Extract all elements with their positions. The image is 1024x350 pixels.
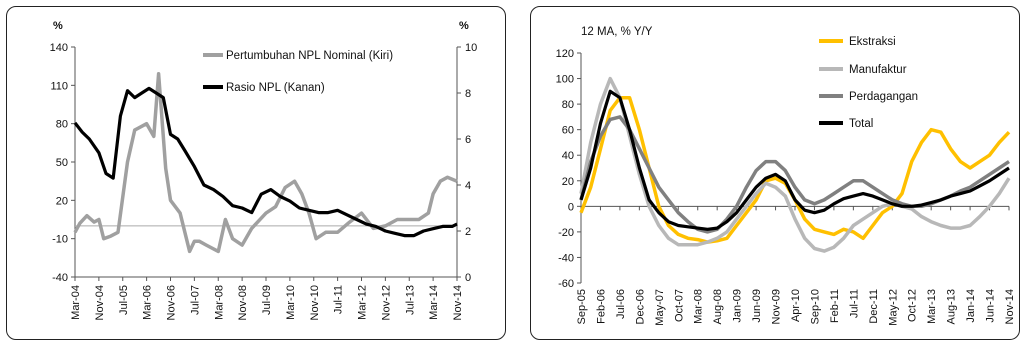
y-tick-label: 60 — [562, 125, 574, 137]
x-tick-label: Jan-09 — [732, 289, 744, 323]
y-tick-label: -20 — [558, 227, 574, 239]
x-tick-label: Jul-11 — [848, 289, 860, 318]
series-line — [73, 72, 458, 254]
x-tick-label: Jan-14 — [965, 289, 977, 323]
x-tick-label: Mar-14 — [428, 285, 440, 320]
x-tick-label: Mar-10 — [285, 285, 297, 320]
legend-label: Perdagangan — [849, 91, 918, 103]
chart-title: 12 MA, % Y/Y — [581, 26, 653, 38]
x-tick-label: May-07 — [654, 289, 666, 326]
y-tick-label: 100 — [556, 74, 574, 86]
x-tick-label: Jul-06 — [615, 289, 627, 319]
x-tick-label: Mar-13 — [926, 289, 938, 324]
right-y-tick-label: 4 — [465, 180, 471, 192]
x-tick-label: Nov-14 — [452, 285, 464, 320]
x-tick-label: Sep-10 — [809, 289, 821, 324]
series-line — [579, 89, 1010, 231]
y-tick-label: -40 — [558, 252, 574, 264]
left-y-tick-label: 140 — [50, 42, 68, 54]
x-tick-label: Nov-10 — [309, 285, 321, 320]
y-tick-label: 40 — [562, 150, 574, 162]
x-tick-label: Nov-06 — [166, 285, 178, 320]
x-tick-label: Dec-11 — [868, 289, 880, 324]
x-tick-label: Oct-07 — [673, 289, 685, 322]
x-tick-label: Oct-12 — [907, 289, 919, 322]
right-y-tick-label: 2 — [465, 226, 471, 238]
legend-label: Total — [849, 118, 873, 130]
left-y-tick-label: 20 — [56, 195, 68, 207]
y-tick-label: 0 — [568, 201, 574, 213]
left-axis-unit: % — [53, 20, 63, 32]
y-tick-label: 80 — [562, 99, 574, 111]
right-y-tick-label: 10 — [465, 42, 477, 54]
right-y-tick-label: 6 — [465, 134, 471, 146]
legend-label: Manufaktur — [849, 64, 907, 76]
x-tick-label: Nov-08 — [237, 285, 249, 320]
series-line — [579, 76, 1011, 253]
x-tick-label: Feb-06 — [595, 289, 607, 324]
x-tick-label: Feb-11 — [829, 289, 841, 323]
x-tick-label: Jul-07 — [189, 285, 201, 315]
x-tick-label: Aug-13 — [946, 289, 958, 324]
series-line — [73, 86, 458, 238]
sector-chart: 12 MA, % Y/Y120100806040200-20-40-60Sep-… — [556, 26, 1016, 326]
sector-chart-panel: 12 MA, % Y/Y 120 100 80 60 40 20 0 -20 -40 -60 Sep-… — [530, 6, 1020, 340]
npl-chart-panel: 140 110 80 50 20 -10 -40 10 8 6 4 2 0%% Mar-04 Nov-04 J… — [6, 6, 506, 340]
x-tick-label: Mar-12 — [357, 285, 369, 320]
x-tick-label: Mar-04 — [70, 285, 82, 320]
x-tick-label: Jul-05 — [118, 285, 130, 315]
left-y-tick-label: 80 — [56, 119, 68, 131]
left-y-tick-label: 110 — [50, 80, 68, 92]
x-tick-label: Jul-13 — [404, 285, 416, 315]
x-tick-label: Nov-12 — [380, 285, 392, 320]
x-tick-label: Jul-11 — [333, 285, 345, 314]
x-tick-label: Apr-10 — [790, 289, 802, 322]
y-tick-label: -60 — [558, 278, 574, 290]
left-y-tick-label: -40 — [52, 272, 68, 284]
x-tick-label: Nov-14 — [1004, 289, 1016, 324]
right-y-tick-label: 8 — [465, 88, 471, 100]
y-tick-label: 20 — [562, 176, 574, 188]
x-tick-label: Aug-08 — [712, 289, 724, 324]
right-axis-unit: % — [459, 20, 469, 32]
left-y-tick-label: 50 — [56, 157, 68, 169]
x-tick-label: Mar-08 — [693, 289, 705, 324]
legend-label: Pertumbuhan NPL Nominal (Kiri) — [226, 50, 393, 62]
x-tick-label: Mar-08 — [213, 285, 225, 320]
y-tick-label: 120 — [556, 48, 574, 60]
legend-label: Ekstraksi — [849, 36, 896, 48]
x-tick-label: Mar-06 — [142, 285, 154, 320]
x-tick-label: Dec-06 — [634, 289, 646, 324]
x-tick-label: Jun-09 — [751, 289, 763, 323]
x-tick-label: May-12 — [887, 289, 899, 326]
right-y-tick-label: 0 — [465, 272, 471, 284]
x-tick-label: Sep-05 — [576, 289, 588, 324]
x-tick-label: Nov-04 — [94, 285, 106, 320]
legend-label: Rasio NPL (Kanan) — [226, 82, 325, 94]
left-y-tick-label: -10 — [52, 234, 68, 246]
x-tick-label: Nov-09 — [771, 289, 783, 324]
x-tick-label: Jun-14 — [985, 289, 997, 323]
x-tick-label: Jul-09 — [261, 285, 273, 315]
